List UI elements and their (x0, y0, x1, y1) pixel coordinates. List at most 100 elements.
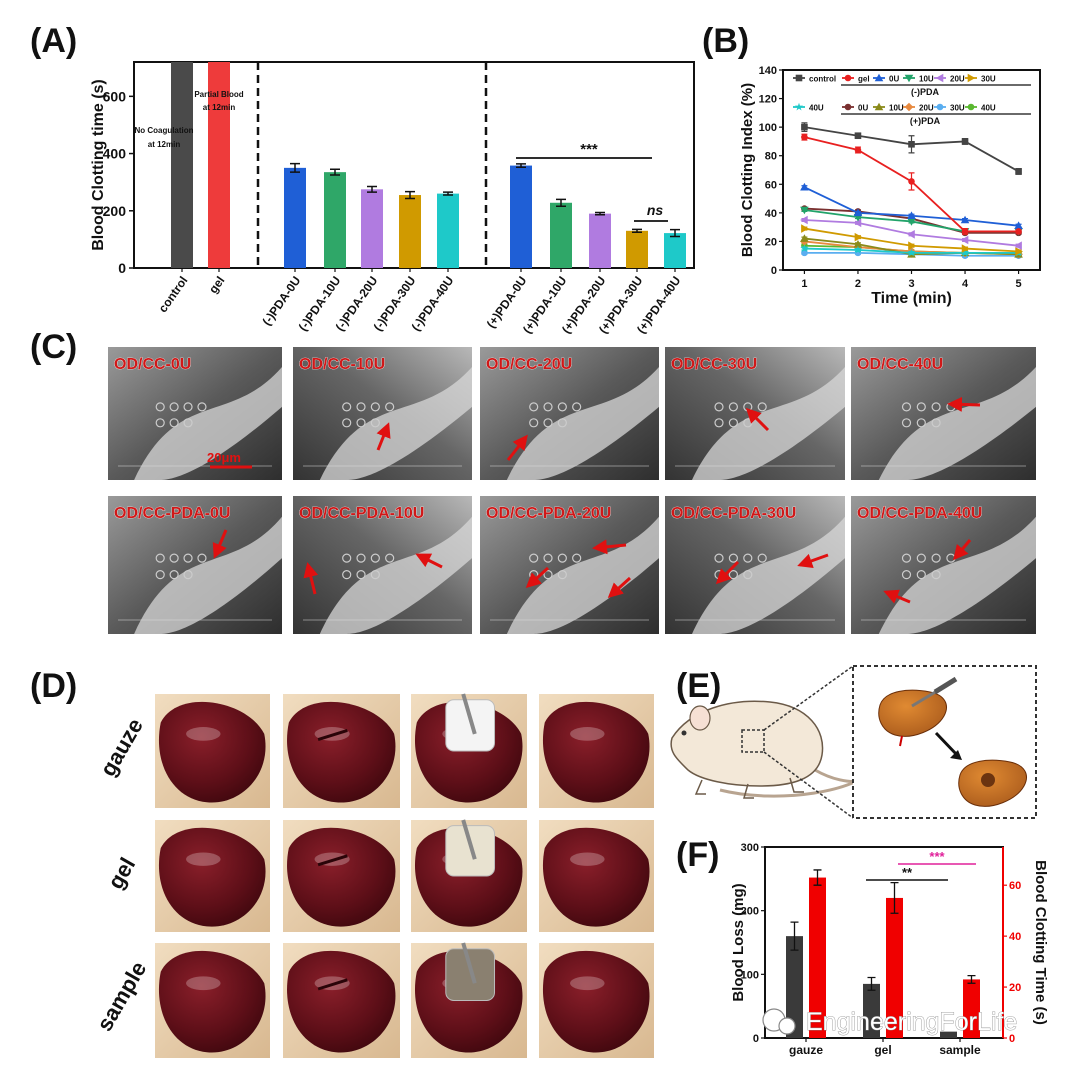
blood-drip (899, 735, 903, 747)
liver-photo-r1-c4-liver (542, 701, 650, 803)
sem-image-r2-c3-cell (543, 570, 553, 580)
chart-f-ytick-right-label: 0 (1009, 1033, 1015, 1045)
chart-b-legend-0u-label: 0U (889, 75, 899, 84)
sem-label-r2-c4: OD/CC-PDA-30U (671, 505, 796, 522)
sem-image-r1-c1-cell (155, 402, 165, 412)
chart-a-ns-label: ns (647, 202, 664, 218)
chart-f-bar-blood-clotting-time-sample (963, 979, 980, 1038)
chart-f-error-bar (790, 921, 799, 951)
chart-b-xtick-label: 2 (855, 278, 861, 290)
chart-b-series-0u-point (800, 182, 809, 191)
sem-image-r1-c5-cell (931, 418, 941, 428)
sem-arrow (883, 589, 911, 604)
sem-label-r1-c3: OD/CC-20U (486, 356, 572, 373)
sem-image-r1-c1-cell (155, 418, 165, 428)
chart-b-series-control-point (1015, 168, 1022, 175)
liver-row-label-0: gauze (95, 714, 148, 781)
liver-photo-r3-c1-liver (158, 950, 266, 1053)
sem-image-r1-c3-cell (529, 402, 539, 412)
liver-photo-r3-c2-incision (317, 978, 348, 991)
sem-image-r1-c3-cell (572, 402, 582, 412)
process-arrow (934, 731, 960, 758)
panel-label-e: (E) (676, 667, 721, 705)
liver-photo-r2-c2-incision (317, 854, 348, 867)
chart-f-bar-blood-loss-gel (863, 983, 880, 1038)
chart-b-legend-0u-label: 0U (858, 104, 868, 113)
sem-arrow (715, 560, 740, 585)
liver-photo-r2-c1-liver (158, 827, 266, 927)
sem-image-r2-c2-cell (342, 553, 352, 563)
chart-b-series-20u-point (1014, 241, 1022, 251)
chart-b-xtick-label: 3 (908, 278, 914, 290)
liver-photo-r1-c4-highlight (570, 727, 605, 741)
wound-mark (981, 773, 995, 787)
sem-image-r2-c5-cell (916, 570, 926, 580)
sem-label-r2-c1: OD/CC-PDA-0U (114, 505, 230, 522)
chart-a-significance-label: *** (580, 141, 598, 158)
sem-image-r1-c1-cell (197, 402, 207, 412)
chart-f-ytick-right-label: 20 (1009, 982, 1021, 994)
sem-label-r1-c5: OD/CC-40U (857, 356, 943, 373)
chart-b-x-axis-label: Time (min) (871, 290, 952, 307)
chart-b-series-0u-point (907, 211, 916, 220)
chart-b-series-40u-point (960, 248, 970, 257)
chart-b-xtick-label: 4 (962, 278, 969, 290)
mouse-schematic (670, 665, 1037, 819)
sem-image-r1-c4-cell (714, 418, 724, 428)
liver-photo-r3-c4-liver (542, 950, 650, 1053)
chart-b-ytick-label: 120 (759, 94, 777, 106)
chart-f-ytick-right-label: 60 (1009, 880, 1021, 892)
sem-label-r1-c4: OD/CC-30U (671, 356, 757, 373)
chart-f-y-axis-label: Blood Loss (mg) (730, 883, 747, 1001)
chart-b-legend-30u-marker (936, 103, 944, 111)
sem-image-r2-c2-cell (370, 570, 380, 580)
sem-arrow (947, 396, 981, 412)
sem-image-r1-c5-fiber (878, 366, 1036, 480)
chart-b-ytick-label: 40 (765, 208, 777, 220)
chart-b-series-gel-point (854, 146, 862, 154)
sem-image-r1-c5-cell (901, 418, 912, 428)
panel-label-f: (F) (676, 836, 719, 874)
chart-f-significance-label-2: ** (902, 865, 913, 880)
sem-image-r1-c5-cell (916, 402, 926, 412)
sem-image-r2-c4-cell (714, 553, 724, 563)
chart-b-series-0u-point (853, 208, 863, 217)
liver-icon-cut (878, 689, 947, 737)
liver-photo-r2-c1-highlight (186, 852, 221, 866)
chart-b-legend-20u-label: 20U (919, 104, 934, 113)
chart-b-series-gel-point (961, 228, 969, 235)
sem-image-r1-c2-cell (342, 402, 352, 412)
chart-a-ytick-label: 400 (103, 146, 127, 162)
sem-image-r2-c1-cell (183, 553, 193, 563)
chart-a-xtick-label: (-)PDA-0U (259, 274, 303, 328)
liver-photo-r1-c2-incision (317, 729, 348, 742)
chart-f-xtick-label: gel (874, 1043, 891, 1057)
chart-b-y-axis-label: Blood Clotting Index (%) (739, 83, 756, 257)
chart-a-bar-pda-10u (550, 202, 572, 268)
chart-b-series-40u-point (853, 245, 863, 254)
chart-a-error-bar (670, 228, 680, 238)
liver-photo-r3-c3-hemostat-material (445, 948, 496, 1001)
chart-f-xtick-label: sample (939, 1043, 981, 1057)
sem-image-r1-c2-cell (356, 402, 366, 412)
liver-photo-r1-c3-liver (414, 701, 523, 803)
chart-f-ytick-right-label: 40 (1009, 931, 1021, 943)
chart-b-legend-20u-marker (935, 73, 944, 83)
chart-b-legend-30u-label: 30U (950, 104, 965, 113)
sem-arrow (212, 529, 228, 559)
sem-image-r2-c2-cell (370, 553, 380, 563)
sem-image-r2-c3-cell (557, 553, 567, 563)
chart-b-series-gel-point (1015, 228, 1022, 235)
chart-f-xtick-label: gauze (789, 1043, 823, 1057)
chart-b-legend-0u-marker (844, 103, 852, 111)
sem-image-r1-c2-cell (342, 418, 352, 428)
chart-f-y-axis-right-label: Blood Clotting Time (s) (1032, 860, 1049, 1025)
chart-b-legend-control-marker (795, 74, 803, 82)
sem-arrow (303, 562, 319, 595)
chart-a-annotation-gel-time: at 12min (203, 103, 236, 112)
chart-b-legend-20u-label: 20U (950, 75, 965, 84)
chart-b-xtick-label: 5 (1016, 278, 1022, 290)
chart-a-xtick-label: gel (206, 274, 227, 296)
chart-f-bar-blood-clotting-time-gauze (809, 877, 826, 1038)
sem-image-r1-c1-cell (169, 402, 179, 412)
